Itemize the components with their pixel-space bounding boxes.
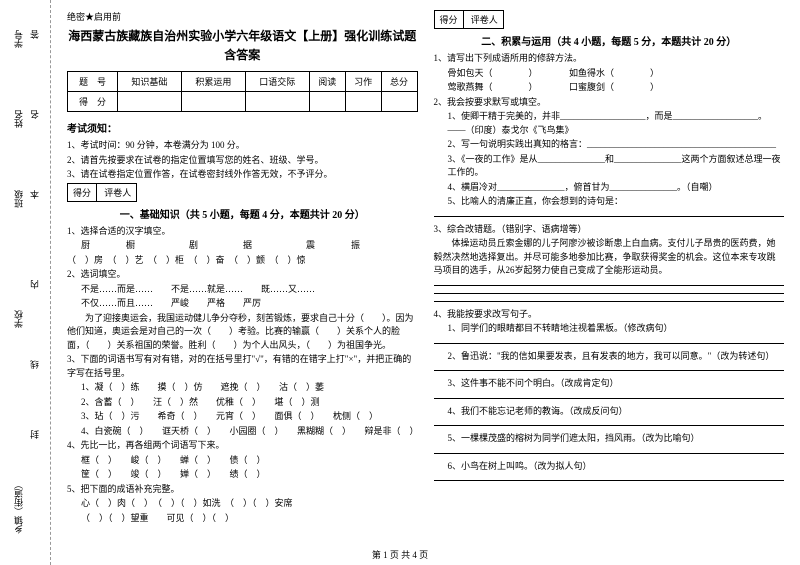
question-head: 4、先比一比，再各组两个词语写下来。: [67, 439, 418, 453]
margin-label: 学校: [12, 310, 25, 328]
question-line: 5、一棵棵茂盛的榕树为同学们遮太阳，挡风雨。（改为比喻句）: [434, 432, 785, 446]
table-cell: [309, 92, 345, 112]
content-area: 绝密★启用前 海西蒙古族藏族自治州实验小学六年级语文【上册】强化训练试题 含答案…: [51, 0, 800, 565]
question-head: 5、把下面的成语补充完整。: [67, 483, 418, 497]
answer-blank[interactable]: [434, 215, 785, 217]
score-table: 题 号 知识基础 积累运用 口语交际 阅读 习作 总分 得 分: [67, 71, 418, 112]
answer-blank[interactable]: [434, 300, 785, 302]
table-cell: 得 分: [68, 92, 118, 112]
section-2-title: 二、积累与运用（共 4 小题，每题 5 分，本题共计 20 分）: [434, 33, 785, 48]
question-line: 2、含蓄（ ） 汪（ ）然 优稚（ ） 堪（ ）测: [67, 396, 418, 410]
question-line: 3、玷（ ）污 希奇（ ） 元宵（ ） 面俱（ ） 枕侧（ ）: [67, 410, 418, 424]
score-box: 得分 评卷人: [67, 183, 137, 202]
notice-line: 1、考试时间：90 分钟，本卷满分为 100 分。: [67, 139, 418, 153]
question-head: 1、请写出下列成语所用的修辞方法。: [434, 52, 785, 66]
margin-inner: 封: [28, 430, 41, 439]
notice-line: 3、请在试卷指定位置作答，在试卷密封线外作答无效，不予评分。: [67, 168, 418, 182]
answer-blank[interactable]: [434, 452, 785, 454]
question-line: 1、同学们的眼睛都目不转睛地注视着黑板。（修改病句）: [434, 322, 785, 336]
question-line: 莺歌燕舞（ ） 口蜜腹剑（ ）: [434, 81, 785, 95]
answer-blank[interactable]: [434, 284, 785, 286]
score-box-cell: 评卷人: [466, 11, 503, 28]
table-cell: [381, 92, 417, 112]
question-head: 2、选词填空。: [67, 268, 418, 282]
notice-line: 2、请首先按要求在试卷的指定位置填写您的姓名、班级、学号。: [67, 154, 418, 168]
page: 学号 答 姓名 名 班级 本 内 学校 线 封 乡镇（街道） 绝密★启用前 海西…: [0, 0, 800, 565]
table-cell: [345, 92, 381, 112]
question-line: 不仅……而且…… 严峻 严格 严厉: [67, 297, 418, 311]
answer-blank[interactable]: [434, 342, 785, 344]
table-cell: [117, 92, 181, 112]
question-line: 2、写一句说明实践出真知的格言：________________________…: [434, 138, 785, 152]
table-cell: 知识基础: [117, 72, 181, 92]
section-1-title: 一、基础知识（共 5 小题，每题 4 分，本题共计 20 分）: [67, 206, 418, 221]
table-cell: 总分: [381, 72, 417, 92]
margin-label: 学号: [12, 30, 25, 48]
question-line: 4、我们不能忘记老师的教诲。（改成反问句）: [434, 405, 785, 419]
question-line: 4、白瓷碗（ ） 诓天桥（ ） 小园圈（ ） 黑糊糊（ ） 辩是非（ ）: [67, 425, 418, 439]
confidential-label: 绝密★启用前: [67, 10, 418, 23]
question-line: 2、鲁迅说："我的信如果要发表，且有发表的地方，我可以同意。"（改为转述句）: [434, 350, 785, 364]
question-line: 框（ ） 峻（ ） 蝉（ ） 债（ ）: [67, 454, 418, 468]
table-cell: 题 号: [68, 72, 118, 92]
margin-inner: 线: [28, 360, 41, 369]
answer-blank[interactable]: [434, 369, 785, 371]
margin-label: 姓名: [12, 110, 25, 128]
question-head: 2、我会按要求默写或填空。: [434, 96, 785, 110]
margin-label: 乡镇（街道）: [12, 480, 25, 534]
table-cell: 口语交际: [245, 72, 309, 92]
question-line: 3、这件事不能不问个明白。（改成肯定句）: [434, 377, 785, 391]
question-head: 4、我能按要求改写句子。: [434, 308, 785, 322]
margin-inner: 内: [28, 280, 41, 289]
question-head: 1、选择合适的汉字填空。: [67, 225, 418, 239]
notice-head: 考试须知：: [67, 120, 418, 135]
answer-blank[interactable]: [434, 479, 785, 481]
table-cell: [245, 92, 309, 112]
table-cell: 积累运用: [181, 72, 245, 92]
question-line: 骨如包天（ ） 如鱼得水（ ）: [434, 67, 785, 81]
question-line: 1、凝（ ）练 摸（ ）仿 遮挽（ ） 沽（ ）萎: [67, 381, 418, 395]
score-box: 得分 评卷人: [434, 10, 504, 29]
question-line: 厨 橱 剧 据 震 振: [67, 239, 418, 253]
score-box-cell: 得分: [435, 11, 464, 28]
table-row: 题 号 知识基础 积累运用 口语交际 阅读 习作 总分: [68, 72, 418, 92]
table-cell: 阅读: [309, 72, 345, 92]
answer-blank[interactable]: [434, 292, 785, 294]
question-line: 3、《一夜的工作》是从_______________和_____________…: [434, 153, 785, 180]
table-cell: [181, 92, 245, 112]
exam-title: 海西蒙古族藏族自治州实验小学六年级语文【上册】强化训练试题 含答案: [67, 27, 418, 65]
page-footer: 第 1 页 共 4 页: [0, 548, 800, 561]
answer-blank[interactable]: [434, 424, 785, 426]
left-column: 绝密★启用前 海西蒙古族藏族自治州实验小学六年级语文【上册】强化训练试题 含答案…: [59, 10, 426, 565]
question-line: 筐（ ） 竣（ ） 婵（ ） 绩（ ）: [67, 468, 418, 482]
score-box-cell: 得分: [68, 184, 97, 201]
question-line: （ ）房 （ ）艺 （ ）柜 （ ）奋 （ ）颤 （ ）惊: [67, 254, 418, 268]
question-line: 5、比喻人的清廉正直，你会想到的诗句是：: [434, 195, 785, 209]
question-head: 3、下面的词语书写有对有错，对的在括号里打"√"，有错的在错字上打"×"，并把正…: [67, 353, 418, 380]
question-line: 心（ ）肉（ ） （ ）（ ）如洗 （ ）（ ）安席: [67, 497, 418, 511]
right-column: 得分 评卷人 二、积累与运用（共 4 小题，每题 5 分，本题共计 20 分） …: [426, 10, 793, 565]
margin-label: 班级: [12, 190, 25, 208]
question-text: 为了迎接奥运会，我国运动健儿争分夺秒，刻苦锻炼，要求自己十分（ ）。因为他们知道…: [67, 312, 418, 353]
margin-inner: 本: [28, 190, 41, 199]
question-line: 6、小鸟在树上叫鸣。（改为拟人句）: [434, 460, 785, 474]
margin-column: 学号 答 姓名 名 班级 本 内 学校 线 封 乡镇（街道）: [0, 0, 51, 565]
table-row: 得 分: [68, 92, 418, 112]
question-line: 1、使卿干精于完美的，并非___________________，而是_____…: [434, 110, 785, 137]
question-line: 4、横眉冷对_______________，俯首甘为______________…: [434, 181, 785, 195]
answer-blank[interactable]: [434, 397, 785, 399]
question-line: 不是……而是…… 不是……就是…… 既……又……: [67, 283, 418, 297]
table-cell: 习作: [345, 72, 381, 92]
margin-inner: 答: [28, 30, 41, 39]
question-head: 3、综合改错题。（错别字、语病增等）: [434, 223, 785, 237]
margin-inner: 名: [28, 110, 41, 119]
question-line: （ ）（ ）望重 可见（ ）（ ）: [67, 512, 418, 526]
score-box-cell: 评卷人: [99, 184, 136, 201]
question-text: 体操运动员丘索金娜的儿子阿廖沙被诊断患上白血病。支付儿子昂贵的医药费，她毅然决然…: [434, 237, 785, 278]
